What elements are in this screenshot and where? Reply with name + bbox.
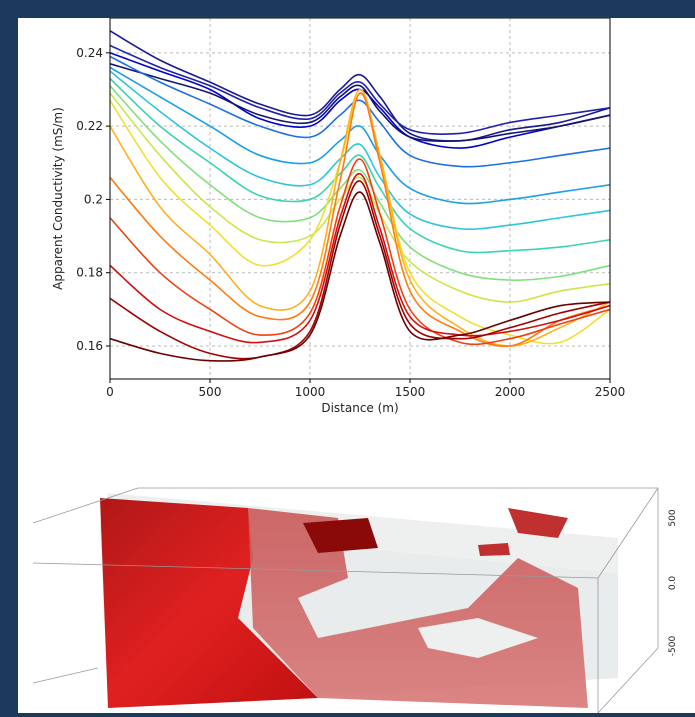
y-axis-label: Apparent Conductivity (mS/m) <box>51 107 65 290</box>
series-line <box>110 92 610 303</box>
series-line <box>110 66 610 205</box>
x-tick-label: 500 <box>199 385 222 399</box>
red-body <box>508 508 568 538</box>
series-line <box>110 30 610 142</box>
series-line <box>110 44 610 135</box>
line-chart: 0.16 0.18 0.2 0.22 0.24 0 500 1000 1500 2000 2500 D… <box>51 17 626 415</box>
series-line <box>110 77 610 254</box>
y-tick-label: 0.22 <box>76 119 103 133</box>
z-tick-label: 500 <box>668 509 678 526</box>
model-render <box>32 487 659 714</box>
red-body <box>303 518 378 553</box>
series-line <box>110 158 610 346</box>
series-line <box>110 85 610 281</box>
gap <box>418 618 538 658</box>
y-tick-label: 0.16 <box>76 339 103 353</box>
y-tick-label: 0.18 <box>76 266 103 280</box>
z-tick-label: 0.0 <box>668 576 678 591</box>
series-line <box>110 92 610 348</box>
y-tick-label: 0.24 <box>76 46 103 60</box>
red-body <box>248 508 588 708</box>
series-line <box>110 172 610 344</box>
series-line <box>110 55 610 168</box>
box-edges <box>32 487 659 714</box>
series-line <box>110 191 610 362</box>
x-axis-label: Distance (m) <box>321 401 398 415</box>
series-line <box>110 63 610 142</box>
z-tick-label: -500 <box>668 636 678 657</box>
x-tick-label: 0 <box>106 385 114 399</box>
red-body <box>100 498 318 708</box>
x-tick-label: 1000 <box>295 385 326 399</box>
panel: 0.16 0.18 0.2 0.22 0.24 0 500 1000 1500 2000 2500 D… <box>18 17 695 714</box>
series-line <box>110 88 610 347</box>
series-line <box>110 70 610 230</box>
x-tick-label: 2000 <box>495 385 526 399</box>
plot-frame <box>109 17 611 380</box>
x-tick-label: 1500 <box>395 385 426 399</box>
figure: 0.16 0.18 0.2 0.22 0.24 0 500 1000 1500 2000 2500 D… <box>32 17 678 714</box>
red-body <box>478 543 510 556</box>
series-line <box>110 180 610 360</box>
x-tick-label: 2500 <box>595 385 626 399</box>
y-tick-label: 0.2 <box>84 192 103 206</box>
